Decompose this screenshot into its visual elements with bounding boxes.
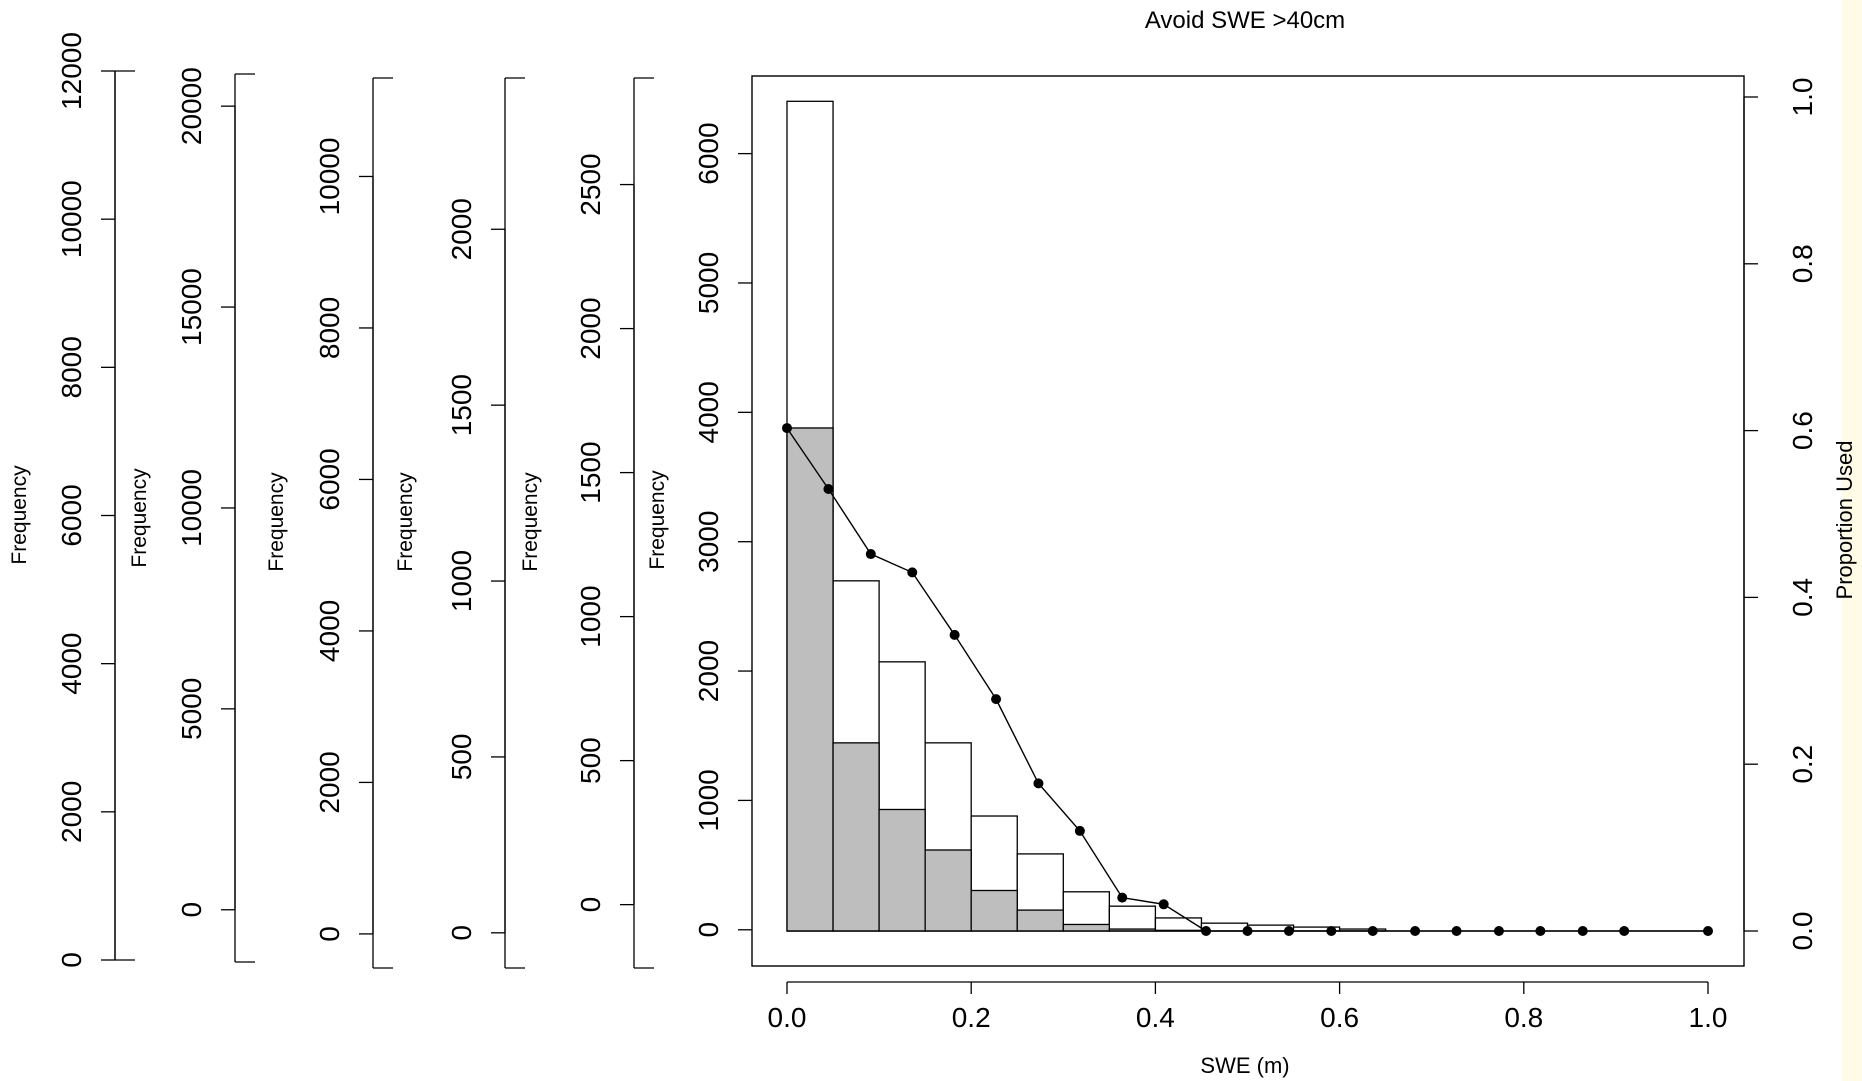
right-tick-label: 0.8 — [1787, 244, 1818, 283]
proportion-point — [1158, 899, 1169, 910]
frequency-tick-label: 2000 — [56, 781, 87, 843]
frequency-tick-label: 0 — [314, 926, 345, 942]
frequency-tick-label: 5000 — [176, 678, 207, 740]
x-tick-label: 1.0 — [1689, 1002, 1728, 1033]
proportion-point — [1493, 926, 1504, 936]
frequency-tick-label: 10000 — [176, 469, 207, 547]
proportion-point — [1619, 926, 1630, 936]
frequency-axis-label: Frequency — [128, 468, 151, 568]
frequency-tick-label: 0 — [693, 922, 724, 938]
frequency-axes-group: 020004000600080001000012000Frequency0500… — [8, 32, 752, 969]
frequency-tick-label: 5000 — [693, 252, 724, 314]
frequency-axis: 0 1000 2000 3000 4000 5000 6000 Frequency — [646, 122, 752, 938]
frequency-axis: 0 500 1000 1500 2000 Frequency — [394, 77, 525, 969]
bar-total — [1108, 905, 1157, 932]
frequency-axis-label: Frequency — [646, 470, 669, 570]
x-tick-label: 0.4 — [1136, 1002, 1175, 1033]
frequency-axis: 0 5000 10000 15000 20000 Frequency — [128, 67, 255, 963]
bar-used — [832, 742, 880, 932]
frequency-axis: 0 2000 4000 6000 8000 10000 Frequency — [265, 77, 393, 969]
bar-used — [786, 427, 834, 932]
chart-title: Avoid SWE >40cm — [1145, 7, 1345, 34]
x-axis-label: SWE (m) — [1200, 1053, 1289, 1078]
frequency-tick-label: 500 — [575, 737, 606, 784]
frequency-tick-label: 2000 — [314, 751, 345, 813]
frequency-tick-label: 0 — [446, 925, 477, 941]
proportion-point — [782, 423, 792, 434]
frequency-tick-label: 10000 — [314, 138, 345, 216]
frequency-axis-label: Frequency — [519, 472, 542, 572]
proportion-point — [823, 483, 834, 494]
proportion-point — [1326, 926, 1337, 936]
frequency-tick-label: 12000 — [56, 32, 87, 110]
frequency-axis-label: Frequency — [394, 472, 417, 572]
proportion-line — [786, 427, 1708, 932]
frequency-tick-label: 6000 — [314, 448, 345, 510]
proportion-point — [1242, 926, 1253, 936]
frequency-tick-label: 20000 — [176, 67, 207, 145]
frequency-tick-label: 6000 — [56, 484, 87, 546]
right-edge-strip — [1842, 0, 1862, 1081]
bar-used — [924, 849, 972, 932]
frequency-tick-label: 1500 — [446, 374, 477, 436]
frequency-tick-label: 10000 — [56, 180, 87, 258]
x-tick-label: 0.6 — [1320, 1002, 1359, 1033]
frequency-axis: 0 500 1000 1500 2000 2500 Frequency — [519, 77, 654, 969]
proportion-point — [1074, 825, 1085, 836]
right-tick-label: 0.4 — [1787, 578, 1818, 617]
bar-used — [878, 808, 926, 932]
frequency-tick-label: 1000 — [446, 550, 477, 612]
frequency-tick-label: 1000 — [693, 769, 724, 831]
proportion-point — [1367, 926, 1378, 936]
frequency-tick-label: 4000 — [314, 600, 345, 662]
frequency-tick-label: 1500 — [575, 441, 606, 503]
frequency-tick-label: 0 — [176, 902, 207, 918]
frequency-tick-label: 500 — [446, 734, 477, 781]
right-tick-label: 0.6 — [1787, 411, 1818, 450]
proportion-point — [1033, 778, 1044, 789]
bar-used — [1062, 923, 1111, 932]
right-tick-label: 0.2 — [1787, 745, 1818, 784]
frequency-tick-label: 8000 — [314, 297, 345, 359]
proportion-point — [1703, 926, 1713, 936]
right-tick-label: 1.0 — [1787, 78, 1818, 117]
proportion-point — [1535, 926, 1546, 936]
frequency-tick-label: 3000 — [693, 511, 724, 573]
frequency-tick-label: 2000 — [693, 640, 724, 702]
frequency-axis-label: Frequency — [265, 472, 288, 572]
frequency-tick-label: 4000 — [693, 381, 724, 443]
right-tick-label: 0.0 — [1787, 912, 1818, 951]
proportion-point — [1410, 926, 1421, 936]
frequency-tick-label: 1000 — [575, 585, 606, 647]
frequency-tick-label: 2000 — [446, 198, 477, 260]
frequency-axis-label: Frequency — [8, 465, 31, 565]
x-tick-label: 0.8 — [1504, 1002, 1543, 1033]
frequency-tick-label: 2000 — [575, 297, 606, 359]
proportion-point — [1283, 926, 1294, 936]
proportion-point — [991, 694, 1002, 705]
proportion-point — [1577, 926, 1588, 936]
proportion-point — [865, 549, 876, 560]
proportion-point — [1201, 926, 1212, 936]
x-tick-label: 0.0 — [768, 1002, 807, 1033]
proportion-point — [949, 629, 960, 640]
plot-area: 0.0 0.2 0.4 0.6 0.8 1.0 0.0 0.2 0.4 0.6 0.8 1.0 — [751, 75, 1818, 1033]
frequency-tick-label: 0 — [575, 897, 606, 913]
bar-used — [1016, 909, 1064, 932]
proportion-point — [907, 567, 918, 578]
frequency-axis: 0 2000 4000 6000 8000 10000 12000 Frequency — [8, 32, 135, 968]
frequency-tick-label: 6000 — [693, 122, 724, 184]
right-axis-label: Proportion Used — [1832, 441, 1857, 600]
bar-used — [970, 889, 1018, 932]
frequency-tick-label: 15000 — [176, 268, 207, 346]
proportion-point — [1117, 892, 1128, 903]
frequency-tick-label: 4000 — [56, 633, 87, 695]
frequency-tick-label: 2500 — [575, 153, 606, 215]
proportion-point — [1451, 926, 1462, 936]
x-tick-label: 0.2 — [952, 1002, 991, 1033]
frequency-tick-label: 8000 — [56, 336, 87, 398]
frequency-tick-label: 0 — [56, 952, 87, 968]
